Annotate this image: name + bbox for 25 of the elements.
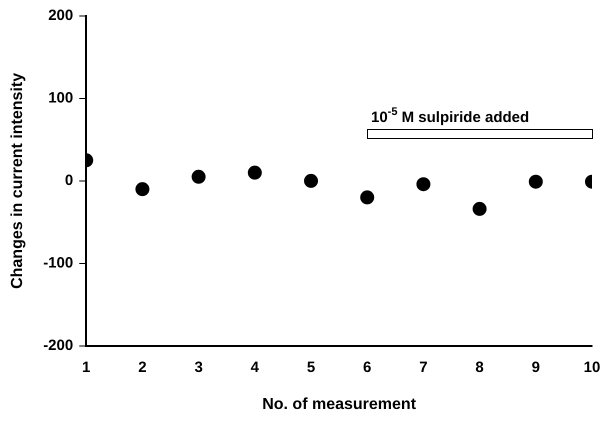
x-tick-label: 1 bbox=[82, 358, 90, 376]
y-tick-label: -200 bbox=[43, 336, 74, 354]
point bbox=[360, 190, 374, 204]
y-axis-title: Changes in current intensity bbox=[9, 72, 26, 289]
y-tick-label: 100 bbox=[48, 90, 74, 107]
x-tick-label: 2 bbox=[138, 358, 147, 376]
point bbox=[304, 174, 318, 188]
point bbox=[416, 177, 430, 192]
y-tick-label: -100 bbox=[43, 254, 74, 272]
x-tick-label: 8 bbox=[475, 358, 484, 376]
y-tick-label: 0 bbox=[64, 172, 74, 190]
x-tick-label: 9 bbox=[532, 358, 540, 376]
y-tick-label: 200 bbox=[48, 7, 74, 24]
x-tick-label: 3 bbox=[194, 358, 203, 376]
point bbox=[192, 170, 206, 184]
x-tick-label: 5 bbox=[306, 358, 316, 376]
x-axis-title: No. of measurement bbox=[262, 396, 417, 413]
point bbox=[528, 174, 543, 189]
x-tick-label: 10 bbox=[584, 358, 600, 376]
point bbox=[248, 166, 262, 180]
point bbox=[472, 202, 487, 216]
x-tick-label: 6 bbox=[363, 358, 372, 376]
x-tick-label: 7 bbox=[419, 358, 428, 376]
point bbox=[135, 182, 150, 196]
x-tick-label: 4 bbox=[250, 358, 260, 376]
